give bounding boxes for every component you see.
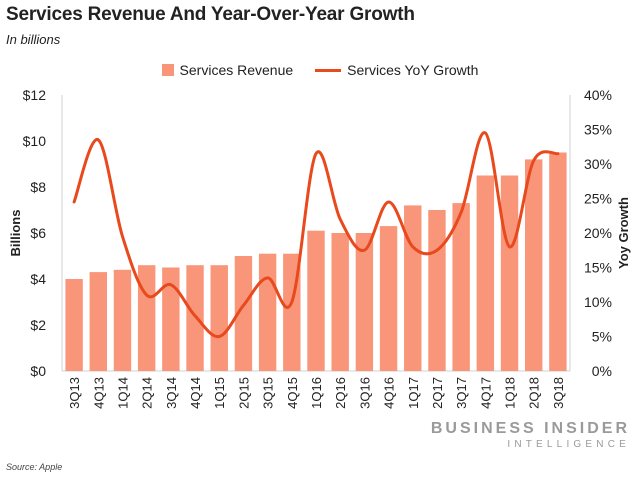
legend-bar-swatch: [161, 64, 174, 76]
bar: [525, 159, 543, 371]
x-tick-label: 1Q14: [115, 377, 130, 409]
x-tick-label: 2Q16: [333, 377, 348, 409]
bar: [234, 256, 253, 371]
x-tick-label: 2Q18: [527, 377, 542, 409]
x-tick-label: 2Q14: [140, 377, 155, 409]
bar: [89, 272, 107, 371]
bar: [331, 233, 349, 371]
y2-tick-label: 10%: [584, 294, 612, 310]
y2-tick-label: 5%: [592, 329, 612, 345]
growth-line: [72, 131, 560, 339]
x-tick-label: 4Q14: [188, 377, 203, 409]
x-tick-label: 1Q17: [406, 377, 421, 409]
bar: [452, 203, 470, 371]
brand-top-text: BUSINESS INSIDER: [430, 420, 630, 437]
x-tick-label: 4Q16: [382, 377, 397, 409]
y2-tick-label: 0%: [592, 363, 612, 379]
bar: [65, 279, 83, 371]
legend-growth-label: Services YoY Growth: [347, 62, 479, 78]
bar: [258, 253, 277, 371]
source-note: Source: Apple: [6, 462, 63, 472]
y2-tick-label: 40%: [584, 87, 612, 103]
y-tick-label: $8: [30, 179, 46, 195]
bar: [404, 205, 422, 371]
y2-tick-label: 35%: [584, 122, 612, 138]
x-tick-label: 4Q17: [478, 377, 493, 409]
brand-logo: BUSINESS INSIDER INTELLIGENCE: [431, 420, 630, 450]
bar: [210, 265, 228, 371]
bar: [476, 175, 495, 371]
x-tick-label: 3Q14: [164, 377, 179, 409]
legend: Services Revenue Services YoY Growth: [0, 62, 640, 78]
x-tick-label: 4Q13: [91, 377, 106, 409]
y-tick-label: $0: [30, 363, 46, 379]
legend-line-swatch: [315, 68, 342, 72]
bar: [162, 267, 180, 371]
y2-tick-label: 30%: [584, 156, 612, 172]
y2-axis-title: Yoy Growth: [616, 197, 631, 269]
legend-revenue-label: Services Revenue: [179, 62, 294, 78]
y-tick-label: $2: [30, 317, 46, 333]
x-tick-label: 3Q17: [454, 377, 469, 409]
y2-tick-label: 20%: [584, 225, 612, 241]
bar: [186, 265, 204, 371]
y-tick-label: $6: [30, 225, 46, 241]
bar: [137, 265, 156, 371]
x-tick-label: 4Q15: [285, 377, 300, 409]
x-tick-label: 3Q13: [67, 377, 82, 409]
brand-bottom-text: INTELLIGENCE: [507, 439, 630, 450]
bar: [379, 226, 398, 371]
bar: [307, 230, 325, 371]
y-tick-label: $12: [23, 87, 47, 103]
y-axis-title: Billions: [8, 210, 23, 257]
x-tick-label: 3Q15: [261, 377, 276, 409]
chart-subtitle: In billions: [6, 32, 61, 47]
bar: [355, 233, 374, 371]
bar: [428, 210, 446, 371]
x-tick-label: 2Q17: [430, 377, 445, 409]
y2-tick-label: 15%: [584, 260, 612, 276]
y2-tick-label: 25%: [584, 191, 612, 207]
bar: [113, 269, 132, 371]
legend-item-growth: Services YoY Growth: [315, 62, 478, 78]
y-tick-label: $4: [30, 271, 46, 287]
x-tick-label: 1Q18: [503, 377, 518, 409]
chart-title: Services Revenue And Year-Over-Year Grow…: [6, 4, 415, 25]
bar: [549, 152, 567, 371]
x-tick-label: 1Q16: [309, 377, 324, 409]
legend-item-revenue: Services Revenue: [161, 62, 294, 78]
y-tick-label: $10: [23, 133, 47, 149]
x-tick-label: 3Q16: [357, 377, 372, 409]
x-tick-label: 1Q15: [212, 377, 227, 409]
x-tick-label: 2Q15: [236, 377, 251, 409]
x-tick-label: 3Q18: [551, 377, 566, 409]
bar: [500, 175, 519, 371]
